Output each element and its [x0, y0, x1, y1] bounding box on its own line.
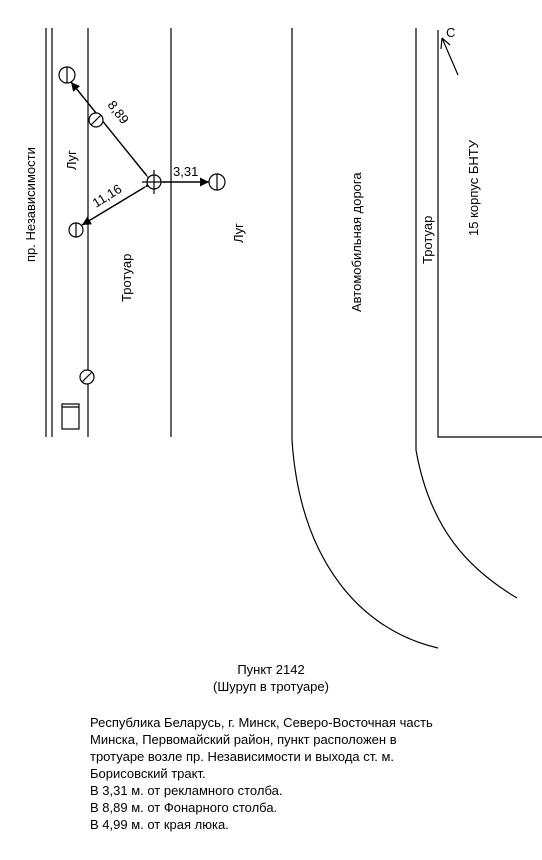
point-description: Республика Беларусь, г. Минск, Северо-Во…	[90, 714, 530, 833]
north-arrow-head-2	[441, 37, 451, 46]
objects	[58, 66, 226, 430]
description-line: Республика Беларусь, г. Минск, Северо-Во…	[90, 715, 433, 730]
distance-manhole-label: 11,16	[90, 181, 125, 210]
north-arrow: С	[440, 25, 459, 76]
north-arrow-head-1	[440, 37, 443, 50]
distance-ad-post-label: 3,31	[173, 164, 198, 179]
description-line: В 4,99 м. от края люка.	[90, 817, 229, 832]
line-to-lamp-post	[70, 81, 157, 186]
road-label: Автомобильная дорога	[349, 172, 364, 312]
distance-lamp-post-label: 8,89	[105, 98, 132, 127]
description-line: В 3,31 м. от рекламного столба.	[90, 783, 283, 798]
utility-pole-icon	[88, 112, 104, 128]
lamp-post-icon	[58, 66, 76, 84]
avenue-label: пр. Независимости	[23, 147, 38, 262]
point-subtitle: (Шуруп в тротуаре)	[213, 679, 329, 694]
road-edge-curve-left	[291, 28, 439, 649]
description-line: Борисовский тракт.	[90, 766, 206, 781]
description-line: В 8,89 м. от Фонарного столба.	[90, 800, 278, 815]
description-line: тротуаре возле пр. Независимости и выход…	[90, 749, 395, 764]
manhole-icon	[68, 222, 84, 238]
survey-point-icon	[142, 170, 166, 194]
building-outline	[437, 30, 542, 438]
point-title: Пункт 2142	[237, 662, 305, 677]
north-arrow-shaft	[441, 37, 459, 76]
sidewalk-right-label: Тротуар	[420, 216, 435, 264]
lawn-mid-label: Луг	[231, 223, 246, 243]
post-icon	[79, 369, 95, 385]
road-edge-curve-right	[415, 28, 518, 599]
north-label: С	[446, 25, 455, 40]
point-caption: Пункт 2142 (Шуруп в тротуаре)	[0, 661, 542, 695]
distance-lines	[70, 81, 209, 226]
cabinet-icon	[61, 403, 80, 430]
sidewalk-left-label: Тротуар	[119, 254, 134, 302]
ad-post-icon	[208, 173, 226, 191]
lawn-left-label: Луг	[64, 150, 79, 170]
building-label: 15 корпус БНТУ	[466, 139, 481, 236]
line-to-manhole	[81, 178, 156, 226]
description-line: Минска, Первомайский район, пункт распол…	[90, 732, 397, 747]
